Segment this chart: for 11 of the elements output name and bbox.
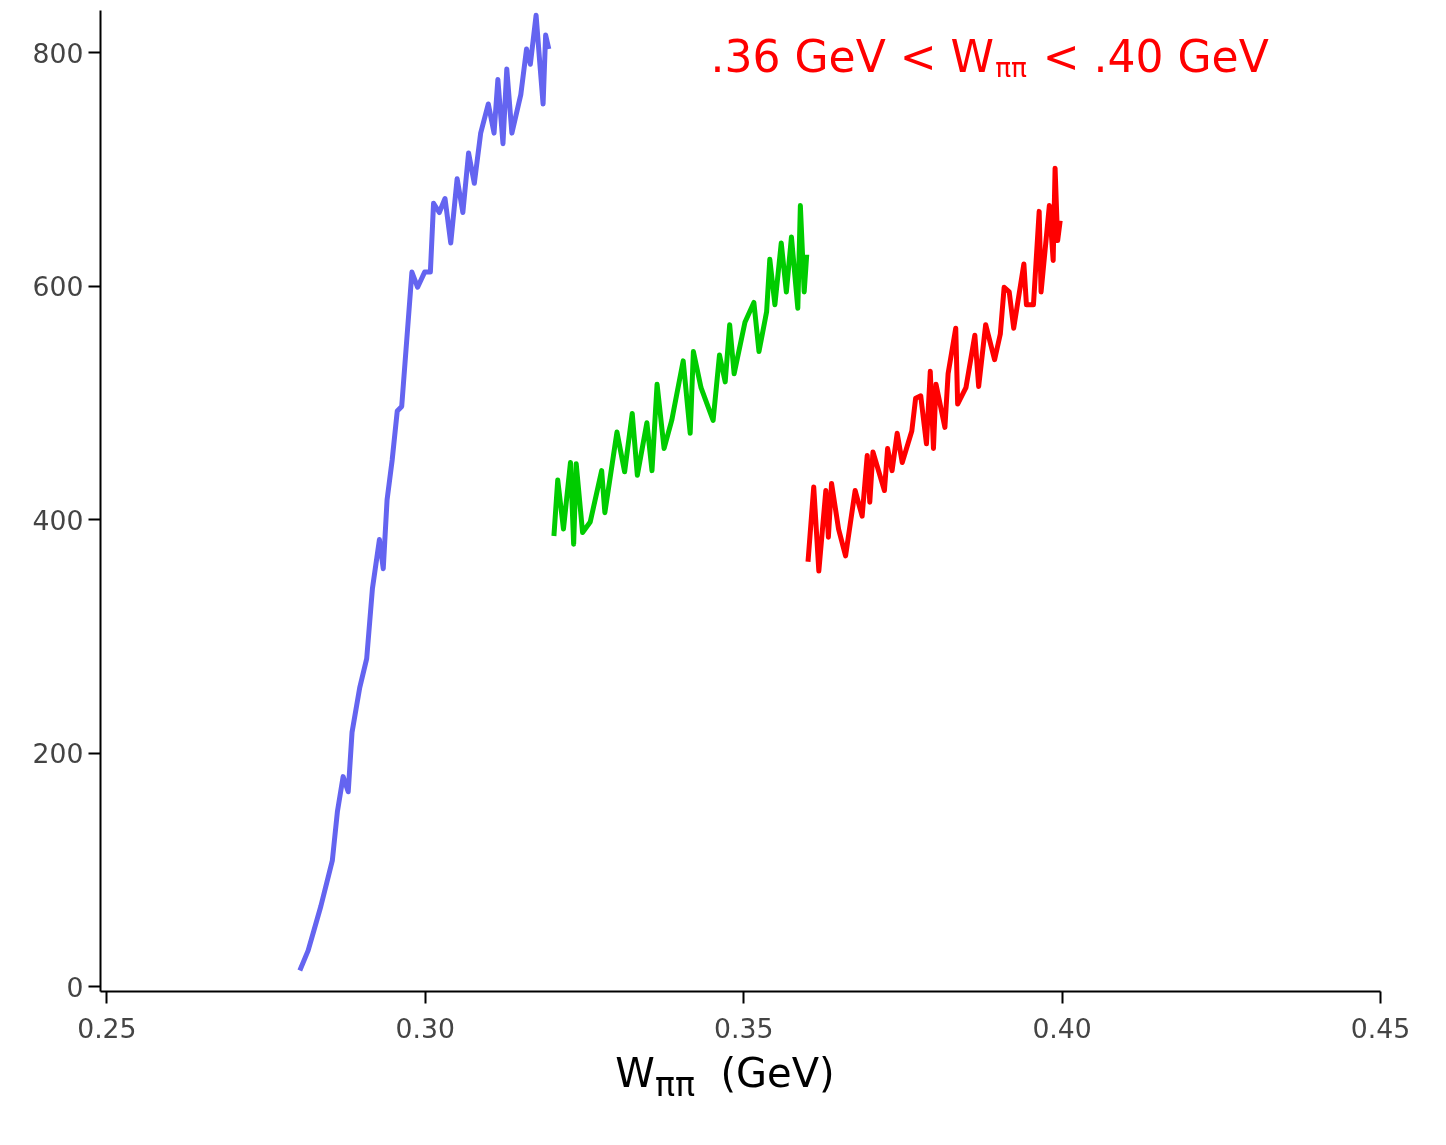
y-tick-label: 400 — [32, 504, 84, 536]
x-axis-title: W$_{ππ}$ (GeV) — [614, 1049, 836, 1106]
y-tick-label: 800 — [32, 37, 84, 69]
y-tick-label: 200 — [32, 738, 84, 770]
x-tick-label: 0.45 — [1350, 1012, 1411, 1044]
y-tick-label: 600 — [32, 271, 84, 303]
x-tick-label: 0.25 — [77, 1012, 137, 1044]
y-tick-label: 0 — [66, 971, 84, 1003]
x-tick-label: 0.35 — [714, 1012, 774, 1044]
x-tick-label: 0.30 — [395, 1012, 455, 1044]
x-tick-label: 0.40 — [1032, 1012, 1092, 1044]
